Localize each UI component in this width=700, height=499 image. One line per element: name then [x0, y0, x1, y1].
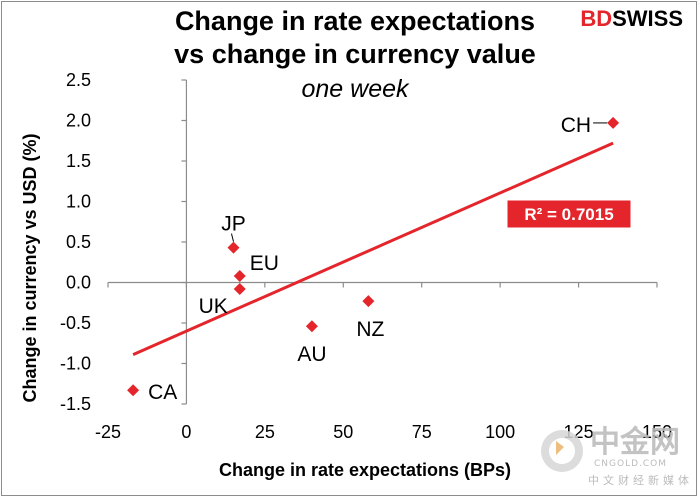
data-point-au	[305, 320, 318, 333]
x-tick-label: 25	[255, 422, 275, 442]
y-tick-label: -1.5	[60, 394, 91, 414]
trendline	[132, 141, 614, 356]
chart-subtitle: one week	[301, 75, 410, 103]
watermark-inner-circle	[549, 438, 575, 464]
data-point-ca	[127, 384, 140, 397]
watermark-url: CNGOLD.COM	[594, 459, 667, 469]
y-tick-label: 1.0	[66, 192, 91, 212]
leader-line-jp	[231, 233, 234, 242]
data-point-jp	[227, 241, 240, 254]
point-label-eu: EU	[250, 252, 279, 275]
r2-box	[506, 199, 632, 229]
data-point-ch	[607, 116, 620, 129]
y-tick-label: 0.0	[66, 273, 91, 293]
y-tick-label: 1.5	[66, 151, 91, 171]
data-point-nz	[362, 295, 375, 308]
data-point-eu	[233, 270, 246, 283]
r2-value: R² = 0.7015	[524, 205, 613, 224]
x-axis-label: Change in rate expectations (BPs)	[219, 460, 511, 480]
x-tick-label: 50	[333, 422, 353, 442]
chart-title-line-1: Change in rate expectations	[175, 6, 535, 36]
bdswiss-logo: BDSWISS	[580, 6, 683, 31]
point-label-ca: CA	[148, 381, 177, 404]
cngold-watermark: 中金网 CNGOLD.COM 中文财经新媒体	[541, 425, 693, 487]
x-tick-label: 0	[181, 422, 191, 442]
x-axis-ticks: -25 0 25 50 75 100 125 150	[95, 282, 672, 442]
x-tick-label: 150	[642, 422, 672, 442]
brand-logo-part-1: BD	[580, 6, 612, 31]
point-label-ch: CH	[561, 114, 591, 137]
brand-logo-part-2: SWISS	[612, 6, 683, 31]
y-tick-label: -1.0	[60, 354, 91, 374]
watermark-subtitle: 中文财经新媒体	[588, 473, 693, 487]
point-label-jp: JP	[221, 213, 246, 236]
y-tick-label: 0.5	[66, 232, 91, 252]
point-label-au: AU	[297, 343, 326, 366]
x-tick-label: 100	[485, 422, 515, 442]
y-tick-label: -0.5	[60, 313, 91, 333]
chart-title-line-2: vs change in currency value	[174, 39, 536, 69]
data-point-uk	[233, 282, 246, 295]
r2-annotation: R² = 0.7015	[506, 199, 632, 229]
watermark-main-text: 中金网	[590, 425, 680, 460]
data-points	[127, 116, 620, 397]
point-label-nz: NZ	[356, 318, 384, 341]
y-tick-label: 2.0	[66, 111, 91, 131]
y-axis-label: Change in currency vs USD (%)	[20, 133, 40, 402]
watermark-flame-icon	[556, 441, 564, 455]
point-label-uk: UK	[199, 295, 228, 318]
x-tick-label: 75	[412, 422, 432, 442]
y-tick-label: 2.5	[66, 70, 91, 90]
y-axis-ticks: -1.5 -1.0 -0.5 0.0 0.5 1.0 1.5 2.0 2.5	[60, 70, 187, 414]
x-tick-label: -25	[95, 422, 121, 442]
